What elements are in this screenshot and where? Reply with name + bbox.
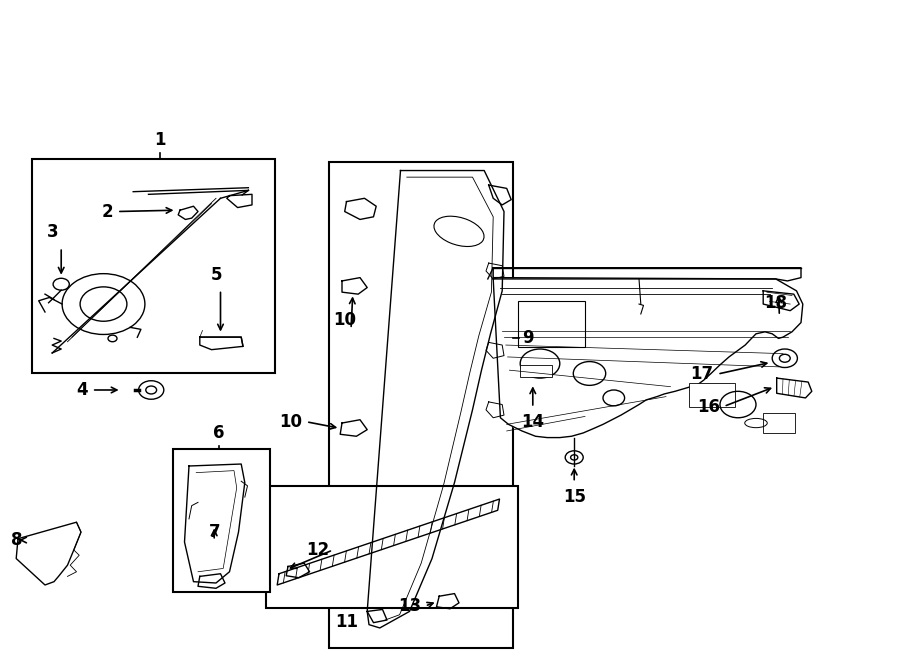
Text: 1: 1 (155, 131, 166, 149)
Bar (518, 301, 585, 347)
Text: 4: 4 (76, 381, 88, 399)
Text: 3: 3 (47, 223, 58, 241)
Text: 11: 11 (335, 613, 358, 631)
Polygon shape (493, 279, 803, 438)
Bar (266, 486, 518, 608)
Bar (328, 162, 513, 648)
Text: 6: 6 (213, 424, 224, 442)
Text: 15: 15 (562, 488, 586, 506)
Bar (520, 365, 552, 377)
Bar (32, 159, 275, 373)
Text: 13: 13 (398, 597, 421, 615)
Text: 18: 18 (764, 294, 788, 312)
Text: 12: 12 (306, 541, 329, 559)
Bar (763, 413, 795, 433)
Text: 2: 2 (102, 202, 113, 221)
Text: 9: 9 (522, 329, 534, 348)
Text: 10: 10 (333, 311, 356, 329)
Bar (173, 449, 270, 592)
Text: 7: 7 (209, 523, 220, 541)
Text: 10: 10 (279, 412, 302, 431)
Text: 14: 14 (521, 413, 544, 431)
Bar (688, 383, 735, 407)
Text: 5: 5 (211, 266, 221, 284)
Text: 16: 16 (697, 397, 720, 416)
Text: 17: 17 (690, 365, 714, 383)
Text: 8: 8 (11, 531, 22, 549)
